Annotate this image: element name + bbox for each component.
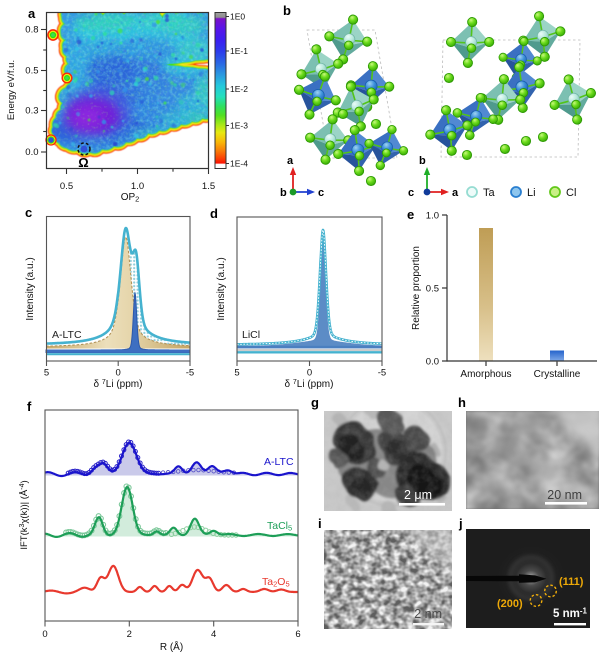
svg-text:a: a	[287, 155, 294, 167]
svg-text:δ 7Li (ppm): δ 7Li (ppm)	[285, 379, 334, 390]
svg-text:i: i	[318, 516, 322, 531]
svg-text:g: g	[311, 395, 319, 410]
svg-text:Relative proportion: Relative proportion	[411, 246, 422, 330]
svg-text:1E-2: 1E-2	[230, 84, 248, 94]
svg-text:5: 5	[44, 368, 49, 379]
svg-text:j: j	[458, 516, 463, 531]
svg-text:b: b	[280, 187, 287, 199]
svg-text:a: a	[452, 187, 459, 199]
svg-text:Ta2O5: Ta2O5	[262, 576, 290, 589]
svg-text:1E-3: 1E-3	[230, 121, 248, 131]
svg-text:c: c	[408, 187, 414, 199]
svg-text:0.8: 0.8	[25, 25, 38, 36]
svg-text:-5: -5	[186, 368, 194, 379]
svg-text:d: d	[210, 206, 218, 221]
svg-text:1E0: 1E0	[230, 12, 245, 22]
svg-text:0: 0	[116, 368, 121, 379]
svg-text:LiCl: LiCl	[242, 329, 260, 341]
svg-text:2 nm: 2 nm	[414, 607, 442, 621]
svg-text:0: 0	[42, 629, 47, 640]
svg-text:δ 7Li (ppm): δ 7Li (ppm)	[94, 379, 143, 390]
svg-text:1E-4: 1E-4	[230, 159, 248, 169]
svg-text:1.5: 1.5	[202, 181, 215, 192]
svg-text:1.0: 1.0	[131, 181, 144, 192]
svg-text:(200): (200)	[497, 598, 523, 610]
svg-text:b: b	[283, 3, 291, 18]
svg-text:Amorphous: Amorphous	[460, 369, 511, 380]
svg-text:TaCl5: TaCl5	[267, 520, 292, 533]
svg-text:20 nm: 20 nm	[547, 488, 582, 502]
svg-text:0: 0	[307, 368, 312, 379]
svg-text:Crystalline: Crystalline	[534, 369, 581, 380]
svg-text:Ω: Ω	[78, 155, 88, 170]
svg-text:R (Å): R (Å)	[160, 640, 183, 653]
svg-text:-5: -5	[378, 368, 386, 379]
svg-text:0.3: 0.3	[25, 106, 38, 117]
svg-text:5 nm-1: 5 nm-1	[553, 607, 588, 621]
svg-text:Cl: Cl	[566, 187, 576, 199]
svg-text:0.5: 0.5	[25, 66, 38, 77]
svg-text:Ta: Ta	[483, 187, 496, 199]
svg-text:Intensity (a.u.): Intensity (a.u.)	[216, 257, 227, 320]
svg-text:a: a	[28, 6, 36, 21]
svg-text:f: f	[27, 399, 32, 414]
svg-text:4: 4	[211, 629, 216, 640]
svg-text:1.0: 1.0	[426, 211, 439, 222]
svg-text:0.0: 0.0	[426, 357, 439, 368]
svg-text:(111): (111)	[559, 576, 584, 588]
svg-text:Li: Li	[527, 187, 536, 199]
svg-text:0.0: 0.0	[25, 147, 38, 158]
svg-text:2: 2	[127, 629, 132, 640]
svg-text:e: e	[407, 207, 414, 222]
svg-text:2 μm: 2 μm	[404, 488, 432, 502]
svg-text:6: 6	[295, 629, 300, 640]
svg-text:5: 5	[234, 368, 239, 379]
svg-text:Energy eV/f.u.: Energy eV/f.u.	[6, 60, 17, 120]
svg-text:h: h	[458, 395, 466, 410]
svg-text:OP2: OP2	[121, 192, 140, 204]
svg-text:c: c	[318, 187, 324, 199]
svg-text:A-LTC: A-LTC	[264, 456, 294, 468]
svg-text:A-LTC: A-LTC	[52, 329, 82, 341]
svg-text:Intensity (a.u.): Intensity (a.u.)	[25, 257, 36, 320]
svg-text:b: b	[419, 155, 426, 167]
svg-text:1E-1: 1E-1	[230, 46, 248, 56]
svg-text:c: c	[25, 205, 32, 220]
svg-text:0.5: 0.5	[426, 284, 439, 295]
svg-text:0.5: 0.5	[60, 181, 73, 192]
svg-text:IFT(k3χ(k))| (Å-4): IFT(k3χ(k))| (Å-4)	[19, 480, 30, 549]
